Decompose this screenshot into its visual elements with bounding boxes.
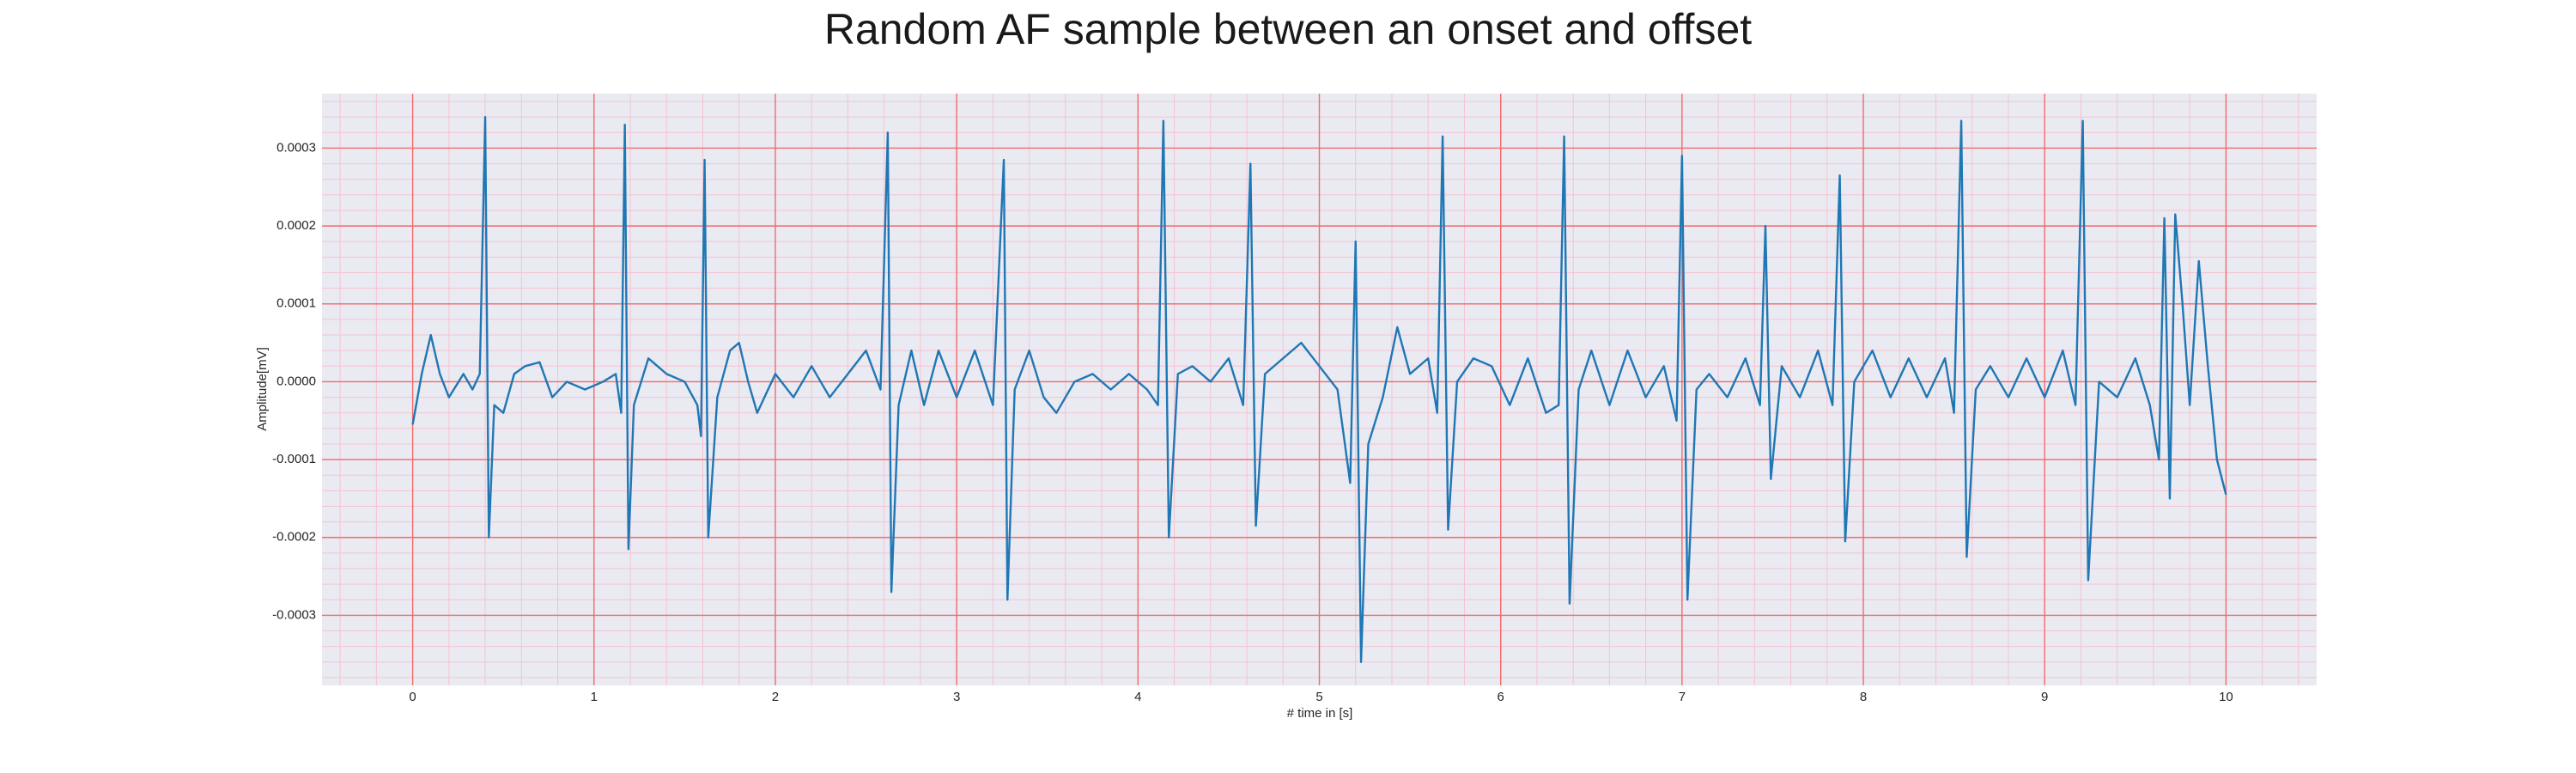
y-tick-label: 0.0003 <box>276 140 316 155</box>
signal-line <box>411 116 2227 663</box>
y-tick-label: -0.0001 <box>272 452 316 466</box>
x-tick-label: 4 <box>1134 690 1141 704</box>
x-tick-label: 3 <box>953 690 960 704</box>
x-tick-label: 6 <box>1498 690 1504 704</box>
x-tick-label: 9 <box>2041 690 2048 704</box>
x-tick-label: 8 <box>1860 690 1867 704</box>
y-tick-label: -0.0003 <box>272 607 316 622</box>
x-tick-label: 2 <box>772 690 779 704</box>
x-tick-label: 0 <box>409 690 416 704</box>
x-tick-label: 7 <box>1679 690 1686 704</box>
y-tick-label: 0.0000 <box>276 374 316 388</box>
y-tick-label: -0.0002 <box>272 530 316 545</box>
x-tick-label: 1 <box>591 690 598 704</box>
x-tick-label: 10 <box>2219 690 2233 704</box>
y-tick-label: 0.0001 <box>276 296 316 311</box>
x-tick-label: 5 <box>1315 690 1322 704</box>
y-tick-label: 0.0002 <box>276 218 316 233</box>
y-axis-label: Amplitude[mV] <box>255 347 270 431</box>
x-axis-label: # time in [s] <box>1287 706 1353 721</box>
chart-title: Random AF sample between an onset and of… <box>824 5 1752 53</box>
